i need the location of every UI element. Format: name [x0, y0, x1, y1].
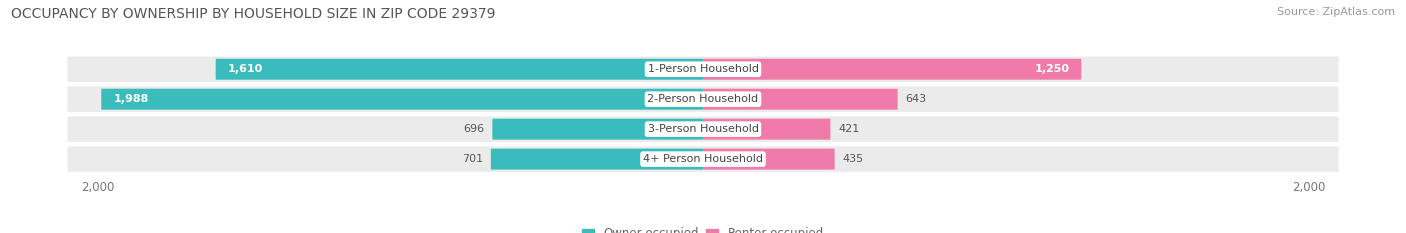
Text: 4+ Person Household: 4+ Person Household — [643, 154, 763, 164]
FancyBboxPatch shape — [215, 59, 703, 80]
FancyBboxPatch shape — [703, 149, 835, 170]
FancyBboxPatch shape — [492, 119, 703, 140]
Text: 1,988: 1,988 — [114, 94, 149, 104]
FancyBboxPatch shape — [703, 59, 1081, 80]
Text: 421: 421 — [838, 124, 859, 134]
FancyBboxPatch shape — [67, 116, 1339, 142]
FancyBboxPatch shape — [703, 89, 897, 110]
Text: OCCUPANCY BY OWNERSHIP BY HOUSEHOLD SIZE IN ZIP CODE 29379: OCCUPANCY BY OWNERSHIP BY HOUSEHOLD SIZE… — [11, 7, 496, 21]
Text: Source: ZipAtlas.com: Source: ZipAtlas.com — [1277, 7, 1395, 17]
FancyBboxPatch shape — [67, 56, 1339, 82]
Text: 435: 435 — [842, 154, 863, 164]
FancyBboxPatch shape — [67, 86, 1339, 112]
FancyBboxPatch shape — [703, 119, 831, 140]
Text: 1,250: 1,250 — [1035, 64, 1069, 74]
Text: 1-Person Household: 1-Person Household — [648, 64, 758, 74]
Legend: Owner-occupied, Renter-occupied: Owner-occupied, Renter-occupied — [582, 227, 824, 233]
FancyBboxPatch shape — [101, 89, 703, 110]
FancyBboxPatch shape — [67, 146, 1339, 172]
Text: 696: 696 — [464, 124, 485, 134]
FancyBboxPatch shape — [491, 149, 703, 170]
Text: 643: 643 — [905, 94, 927, 104]
Text: 701: 701 — [463, 154, 484, 164]
Text: 3-Person Household: 3-Person Household — [648, 124, 758, 134]
Text: 2-Person Household: 2-Person Household — [647, 94, 759, 104]
Text: 1,610: 1,610 — [228, 64, 263, 74]
